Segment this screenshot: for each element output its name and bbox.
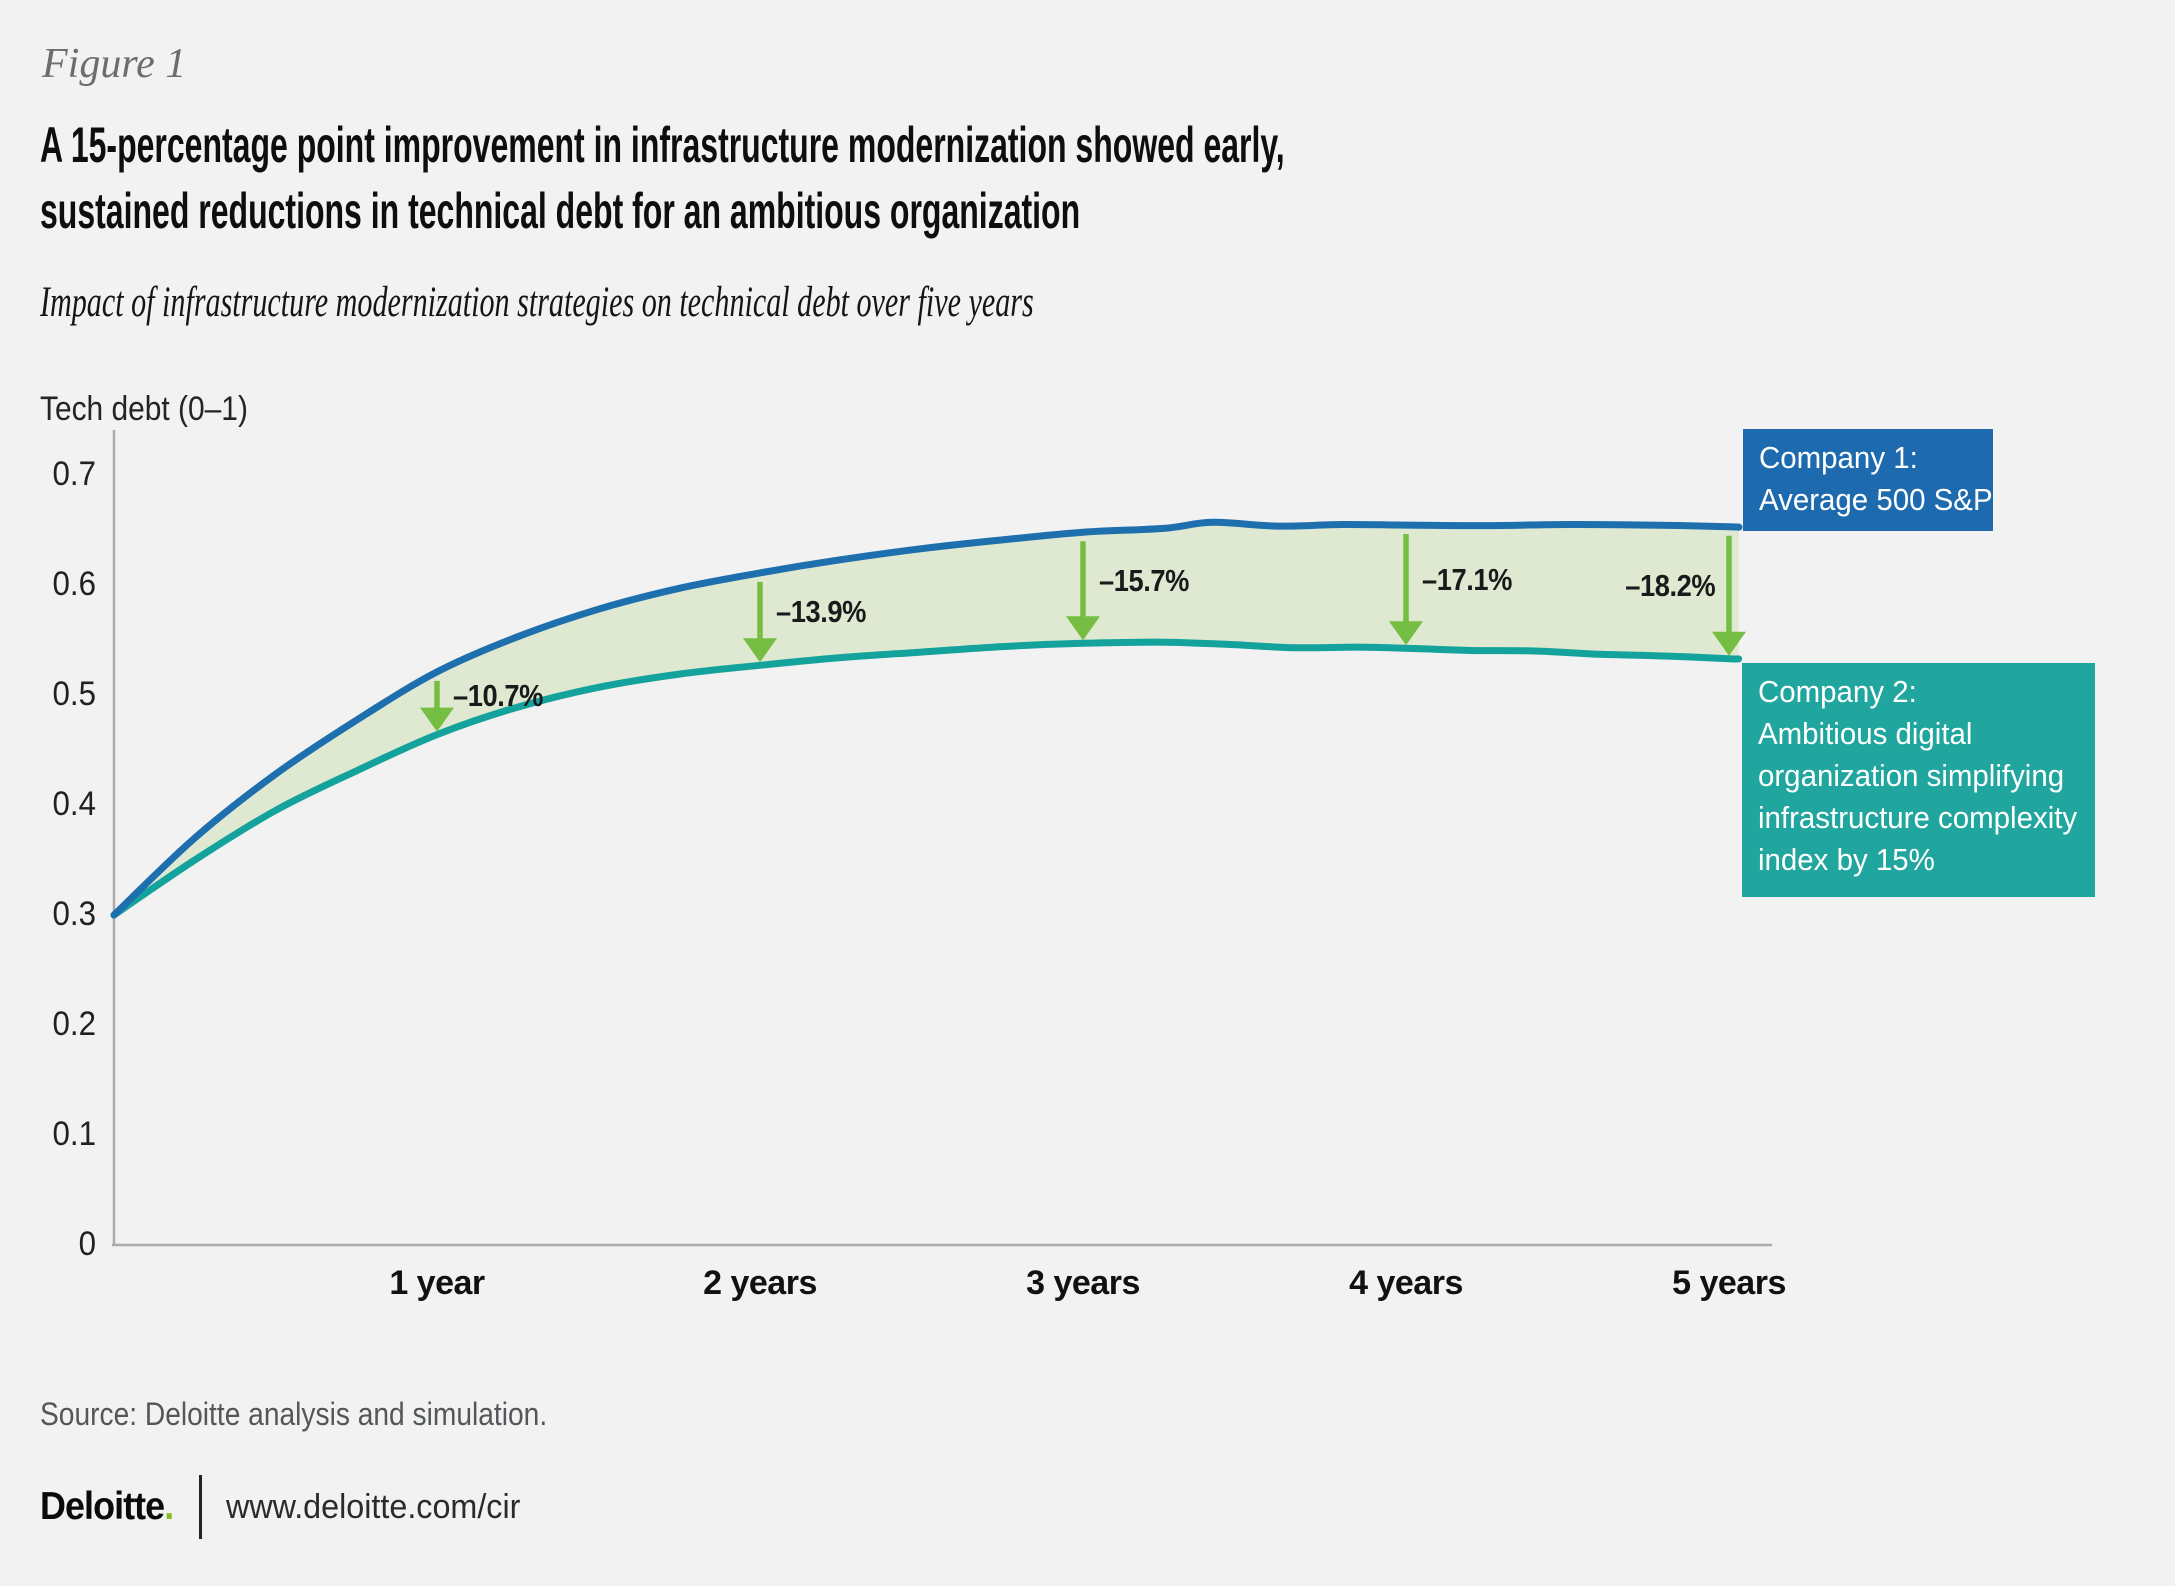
pct-annotation: –18.2% <box>1625 567 1715 603</box>
legend-line: Company 1: <box>1759 440 1918 475</box>
footer-divider <box>198 1475 202 1539</box>
logo-green-dot: . <box>164 1485 174 1528</box>
x-tick-label: 4 years <box>1349 1264 1463 1302</box>
legend-line: Ambitious digital <box>1758 716 1973 751</box>
footer: Deloitte. www.deloitte.com/cir <box>40 1472 536 1542</box>
y-tick-label: 0.4 <box>52 785 96 823</box>
y-tick-label: 0.1 <box>52 1115 96 1153</box>
legend-line: infrastructure complexity <box>1758 800 2078 835</box>
band-fill <box>114 522 1739 915</box>
pct-annotation: –17.1% <box>1422 561 1512 597</box>
down-arrow-head <box>420 707 454 732</box>
figure-label: Figure 1 <box>42 41 187 87</box>
source-note: Source: Deloitte analysis and simulation… <box>40 1396 548 1432</box>
y-tick-label: 0.3 <box>52 895 96 933</box>
down-arrow-head <box>1389 621 1423 646</box>
y-tick-label: 0.7 <box>52 455 96 493</box>
legend-line: Average 500 S&P <box>1759 482 1993 517</box>
down-arrow-head <box>743 638 777 663</box>
down-arrow-head <box>1066 616 1100 641</box>
company1-curve <box>110 518 1743 919</box>
page-title-line-2: sustained reductions in technical debt f… <box>40 183 1081 239</box>
logo-text: Deloitte <box>40 1485 165 1528</box>
y-tick-label: 0 <box>78 1225 96 1263</box>
deloitte-logo: Deloitte. <box>40 1485 174 1529</box>
y-tick-label: 0.2 <box>52 1005 96 1043</box>
page-title-line-1: A 15-percentage point improvement in inf… <box>40 117 1285 173</box>
y-axis-title: Tech debt (0–1) <box>40 390 248 428</box>
legend-company2: Company 2: Ambitious digital organization … <box>1742 663 2095 897</box>
pct-annotation: –10.7% <box>453 678 543 714</box>
legend-line: Company 2: <box>1758 674 1917 709</box>
pct-annotation: –13.9% <box>776 594 866 630</box>
legend-line: organization simplifying <box>1758 758 2065 793</box>
x-tick-label: 1 year <box>389 1264 485 1302</box>
y-tick-label: 0.6 <box>52 565 96 603</box>
x-tick-label: 5 years <box>1672 1264 1786 1302</box>
pct-annotation: –15.7% <box>1099 562 1189 598</box>
company2-curve <box>110 638 1743 919</box>
y-tick-label: 0.5 <box>52 675 96 713</box>
legend-company1: Company 1: Average 500 S&P <box>1743 429 1993 531</box>
down-arrow-head <box>1712 631 1746 656</box>
x-tick-label: 2 years <box>703 1264 817 1302</box>
x-tick-label: 3 years <box>1026 1264 1140 1302</box>
footer-url: www.deloitte.com/cir <box>225 1487 521 1526</box>
chart-subtitle: Impact of infrastructure modernization s… <box>40 279 1034 326</box>
legend-line: index by 15% <box>1758 842 1935 877</box>
